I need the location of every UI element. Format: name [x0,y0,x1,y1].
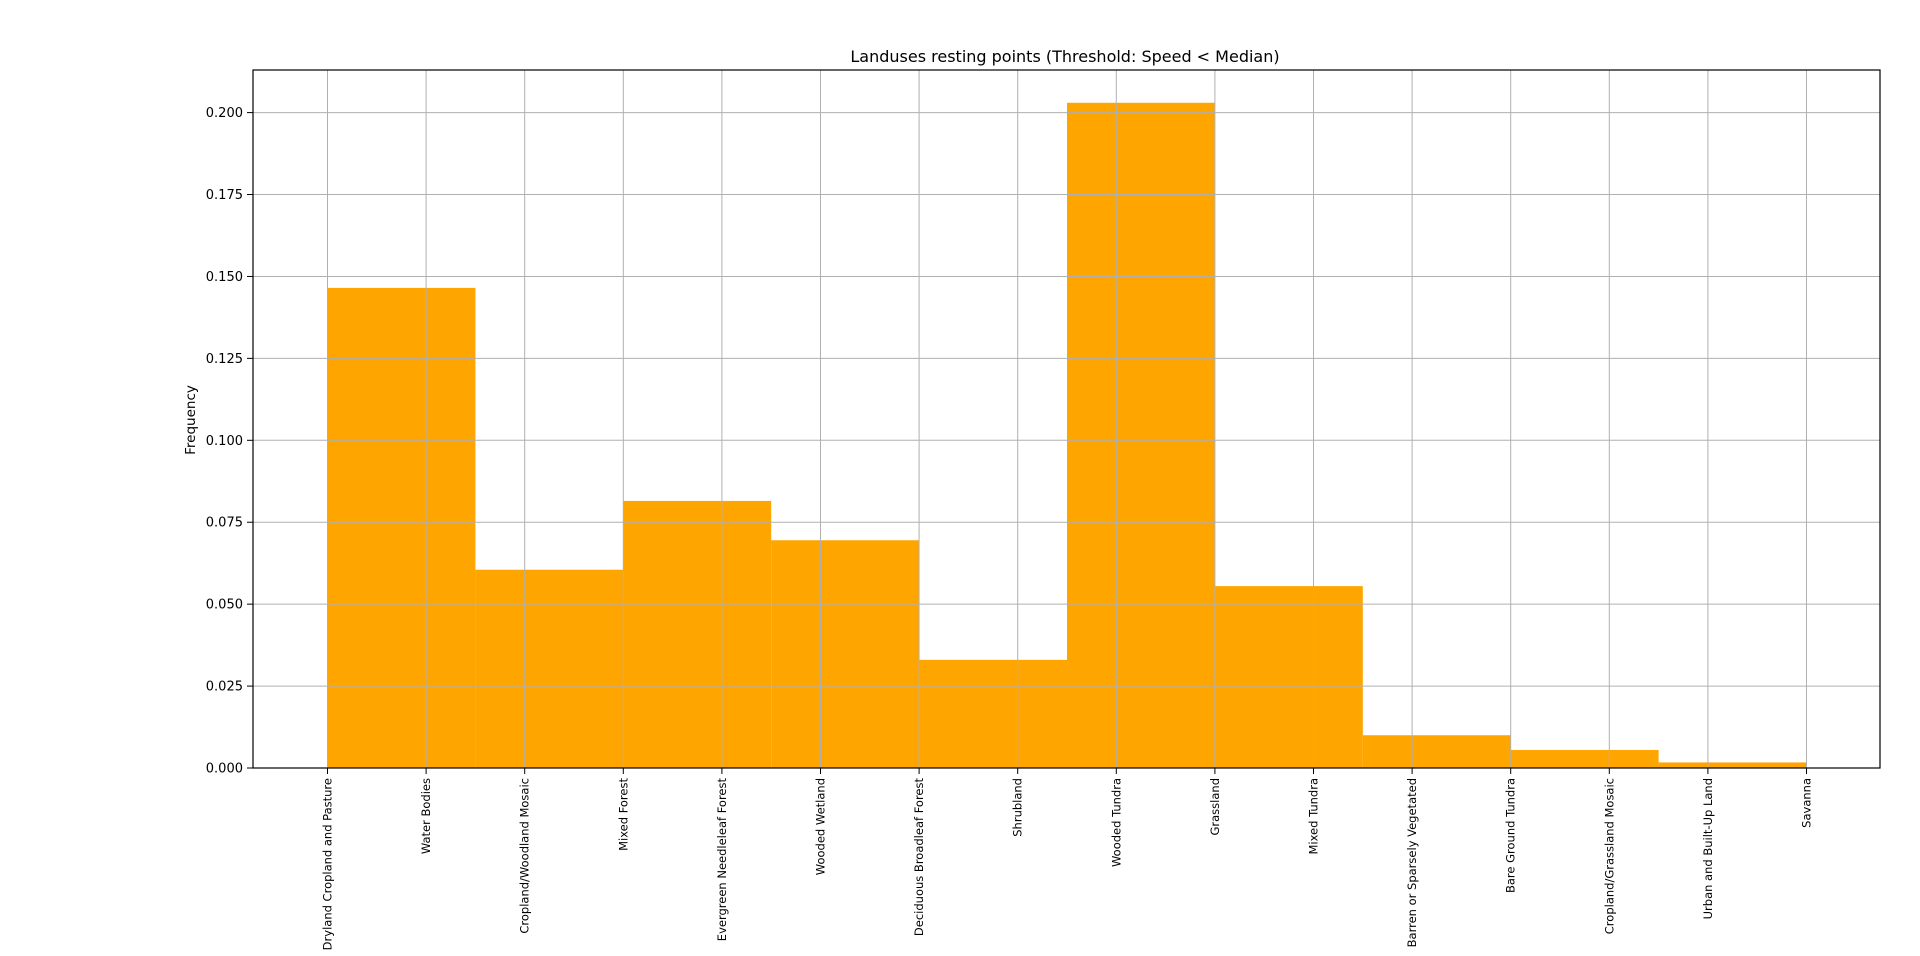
grid-lines [253,70,1880,769]
bar-7 [1362,735,1511,768]
x-tick-label: Dryland Cropland and Pasture [321,778,335,950]
y-tick-label: 0.050 [206,598,243,613]
y-tick-label: 0.125 [206,352,243,367]
x-tick-label: Cropland/Woodland Mosaic [518,778,532,934]
bar-8 [1510,749,1659,768]
x-tick-label: Grassland [1208,778,1222,836]
y-tick-label: 0.200 [206,106,243,121]
x-tick-label: Barren or Sparsely Vegetated [1405,778,1419,947]
bar-1 [475,569,624,768]
x-axis-ticks: Dryland Cropland and Pasture Water Bodies… [321,768,1814,950]
x-tick-label: Wooded Tundra [1109,778,1123,867]
y-tick-label: 0.175 [206,188,243,203]
y-axis-ticks: 0.000 0.025 0.050 0.075 0.100 0.125 0.150 0.175… [206,106,253,777]
x-tick-label: Bare Ground Tundra [1504,778,1518,893]
chart-title: Landuses resting points (Threshold: Spee… [850,47,1279,66]
x-tick-label: Savanna [1800,778,1814,828]
bar-6 [1214,586,1363,768]
bar-3 [771,540,920,768]
bar-4 [919,659,1067,768]
x-tick-label: Wooded Wetland [814,778,828,875]
bar-2 [623,500,772,768]
x-tick-label: Shrubland [1011,778,1025,837]
y-axis-label: Frequency [183,385,199,455]
x-tick-label: Evergreen Needleleaf Forest [715,778,729,942]
x-tick-label: Deciduous Broadleaf Forest [912,778,926,937]
y-tick-label: 0.100 [206,434,243,449]
y-tick-label: 0.025 [206,680,243,695]
y-tick-label: 0.000 [206,762,243,777]
x-tick-label: Cropland/Grassland Mosaic [1602,778,1616,934]
plot-frame [252,69,1881,769]
x-tick-label: Mixed Tundra [1307,778,1321,855]
bar-0 [327,287,476,768]
y-tick-label: 0.075 [206,516,243,531]
x-tick-label: Mixed Forest [616,778,630,851]
x-tick-label: Water Bodies [419,778,433,854]
x-tick-label: Urban and Built-Up Land [1701,778,1715,919]
bar-5 [1067,102,1215,768]
y-tick-label: 0.150 [206,270,243,285]
bar-9 [1658,762,1807,768]
bars-group [327,102,1807,768]
